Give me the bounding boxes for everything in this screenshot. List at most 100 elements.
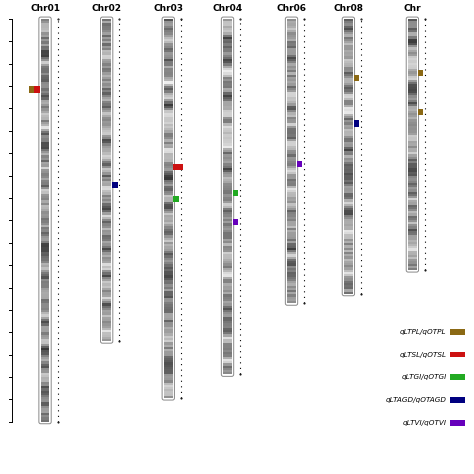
Bar [41, 109, 49, 111]
Bar [102, 26, 111, 28]
Bar [344, 230, 353, 232]
Bar [223, 323, 232, 326]
Bar [164, 79, 173, 82]
Bar [41, 120, 49, 122]
Bar [287, 212, 296, 215]
Bar [408, 148, 417, 150]
Bar [223, 152, 232, 155]
Bar [164, 168, 173, 171]
Bar [344, 243, 353, 246]
Bar [164, 271, 173, 273]
Bar [287, 268, 296, 270]
Bar [164, 264, 173, 266]
Bar [41, 41, 49, 44]
Bar [408, 67, 417, 69]
Bar [287, 126, 296, 128]
Bar [41, 418, 49, 419]
Bar [41, 88, 49, 91]
Bar [41, 402, 49, 404]
Bar [41, 131, 49, 133]
Bar [41, 243, 49, 245]
Bar [223, 288, 232, 290]
Bar [164, 280, 173, 282]
Bar [344, 30, 353, 32]
Bar [102, 166, 111, 168]
Bar [102, 317, 111, 319]
Bar [41, 187, 49, 189]
Bar [102, 35, 111, 37]
Bar [102, 310, 111, 312]
Bar [41, 355, 49, 357]
Bar [164, 363, 173, 365]
Bar [164, 175, 173, 177]
Bar [41, 370, 49, 373]
Bar [223, 226, 232, 228]
Bar [102, 101, 111, 103]
Bar [102, 146, 111, 148]
Bar [223, 135, 232, 137]
Bar [344, 28, 353, 30]
Bar [102, 137, 111, 139]
Bar [164, 378, 173, 380]
Bar [41, 77, 49, 79]
Bar [164, 41, 173, 44]
Bar [41, 384, 49, 386]
Bar [287, 288, 296, 290]
Bar [223, 328, 232, 330]
Bar [164, 128, 173, 130]
Bar [164, 26, 173, 28]
Bar [164, 195, 173, 197]
Bar [287, 52, 296, 55]
Bar [223, 277, 232, 279]
Bar [164, 313, 173, 316]
Bar [164, 224, 173, 227]
Bar [164, 249, 173, 251]
Bar [164, 48, 173, 50]
Bar [41, 261, 49, 263]
Bar [41, 91, 49, 93]
Bar [41, 375, 49, 377]
Bar [344, 256, 353, 259]
Bar [408, 124, 417, 126]
Bar [102, 283, 111, 286]
Bar [102, 19, 111, 21]
Bar [41, 249, 49, 252]
Bar [102, 164, 111, 166]
Bar [344, 144, 353, 146]
Bar [102, 257, 111, 259]
Bar [41, 118, 49, 120]
Bar [287, 223, 296, 226]
Bar [408, 50, 417, 52]
Bar [41, 142, 49, 144]
Bar [102, 306, 111, 308]
Bar [102, 277, 111, 279]
Bar [287, 186, 296, 188]
Bar [164, 213, 173, 215]
Bar [223, 301, 232, 303]
Bar [164, 95, 173, 97]
Bar [287, 21, 296, 23]
Bar [287, 239, 296, 241]
Bar [287, 228, 296, 230]
Bar [287, 252, 296, 255]
Bar [344, 193, 353, 195]
Bar [408, 191, 417, 194]
Bar [164, 244, 173, 246]
Bar [223, 285, 232, 288]
Bar [287, 199, 296, 201]
Bar [164, 318, 173, 320]
Bar [41, 66, 49, 68]
Bar [287, 61, 296, 64]
Bar [41, 297, 49, 299]
Bar [164, 360, 173, 363]
Bar [164, 59, 173, 61]
Bar [102, 88, 111, 90]
Bar [102, 268, 111, 270]
Bar [41, 308, 49, 310]
Bar [408, 52, 417, 54]
Bar [344, 287, 353, 290]
Bar [102, 264, 111, 266]
Bar [164, 358, 173, 360]
Bar [344, 96, 353, 98]
Bar [287, 101, 296, 103]
